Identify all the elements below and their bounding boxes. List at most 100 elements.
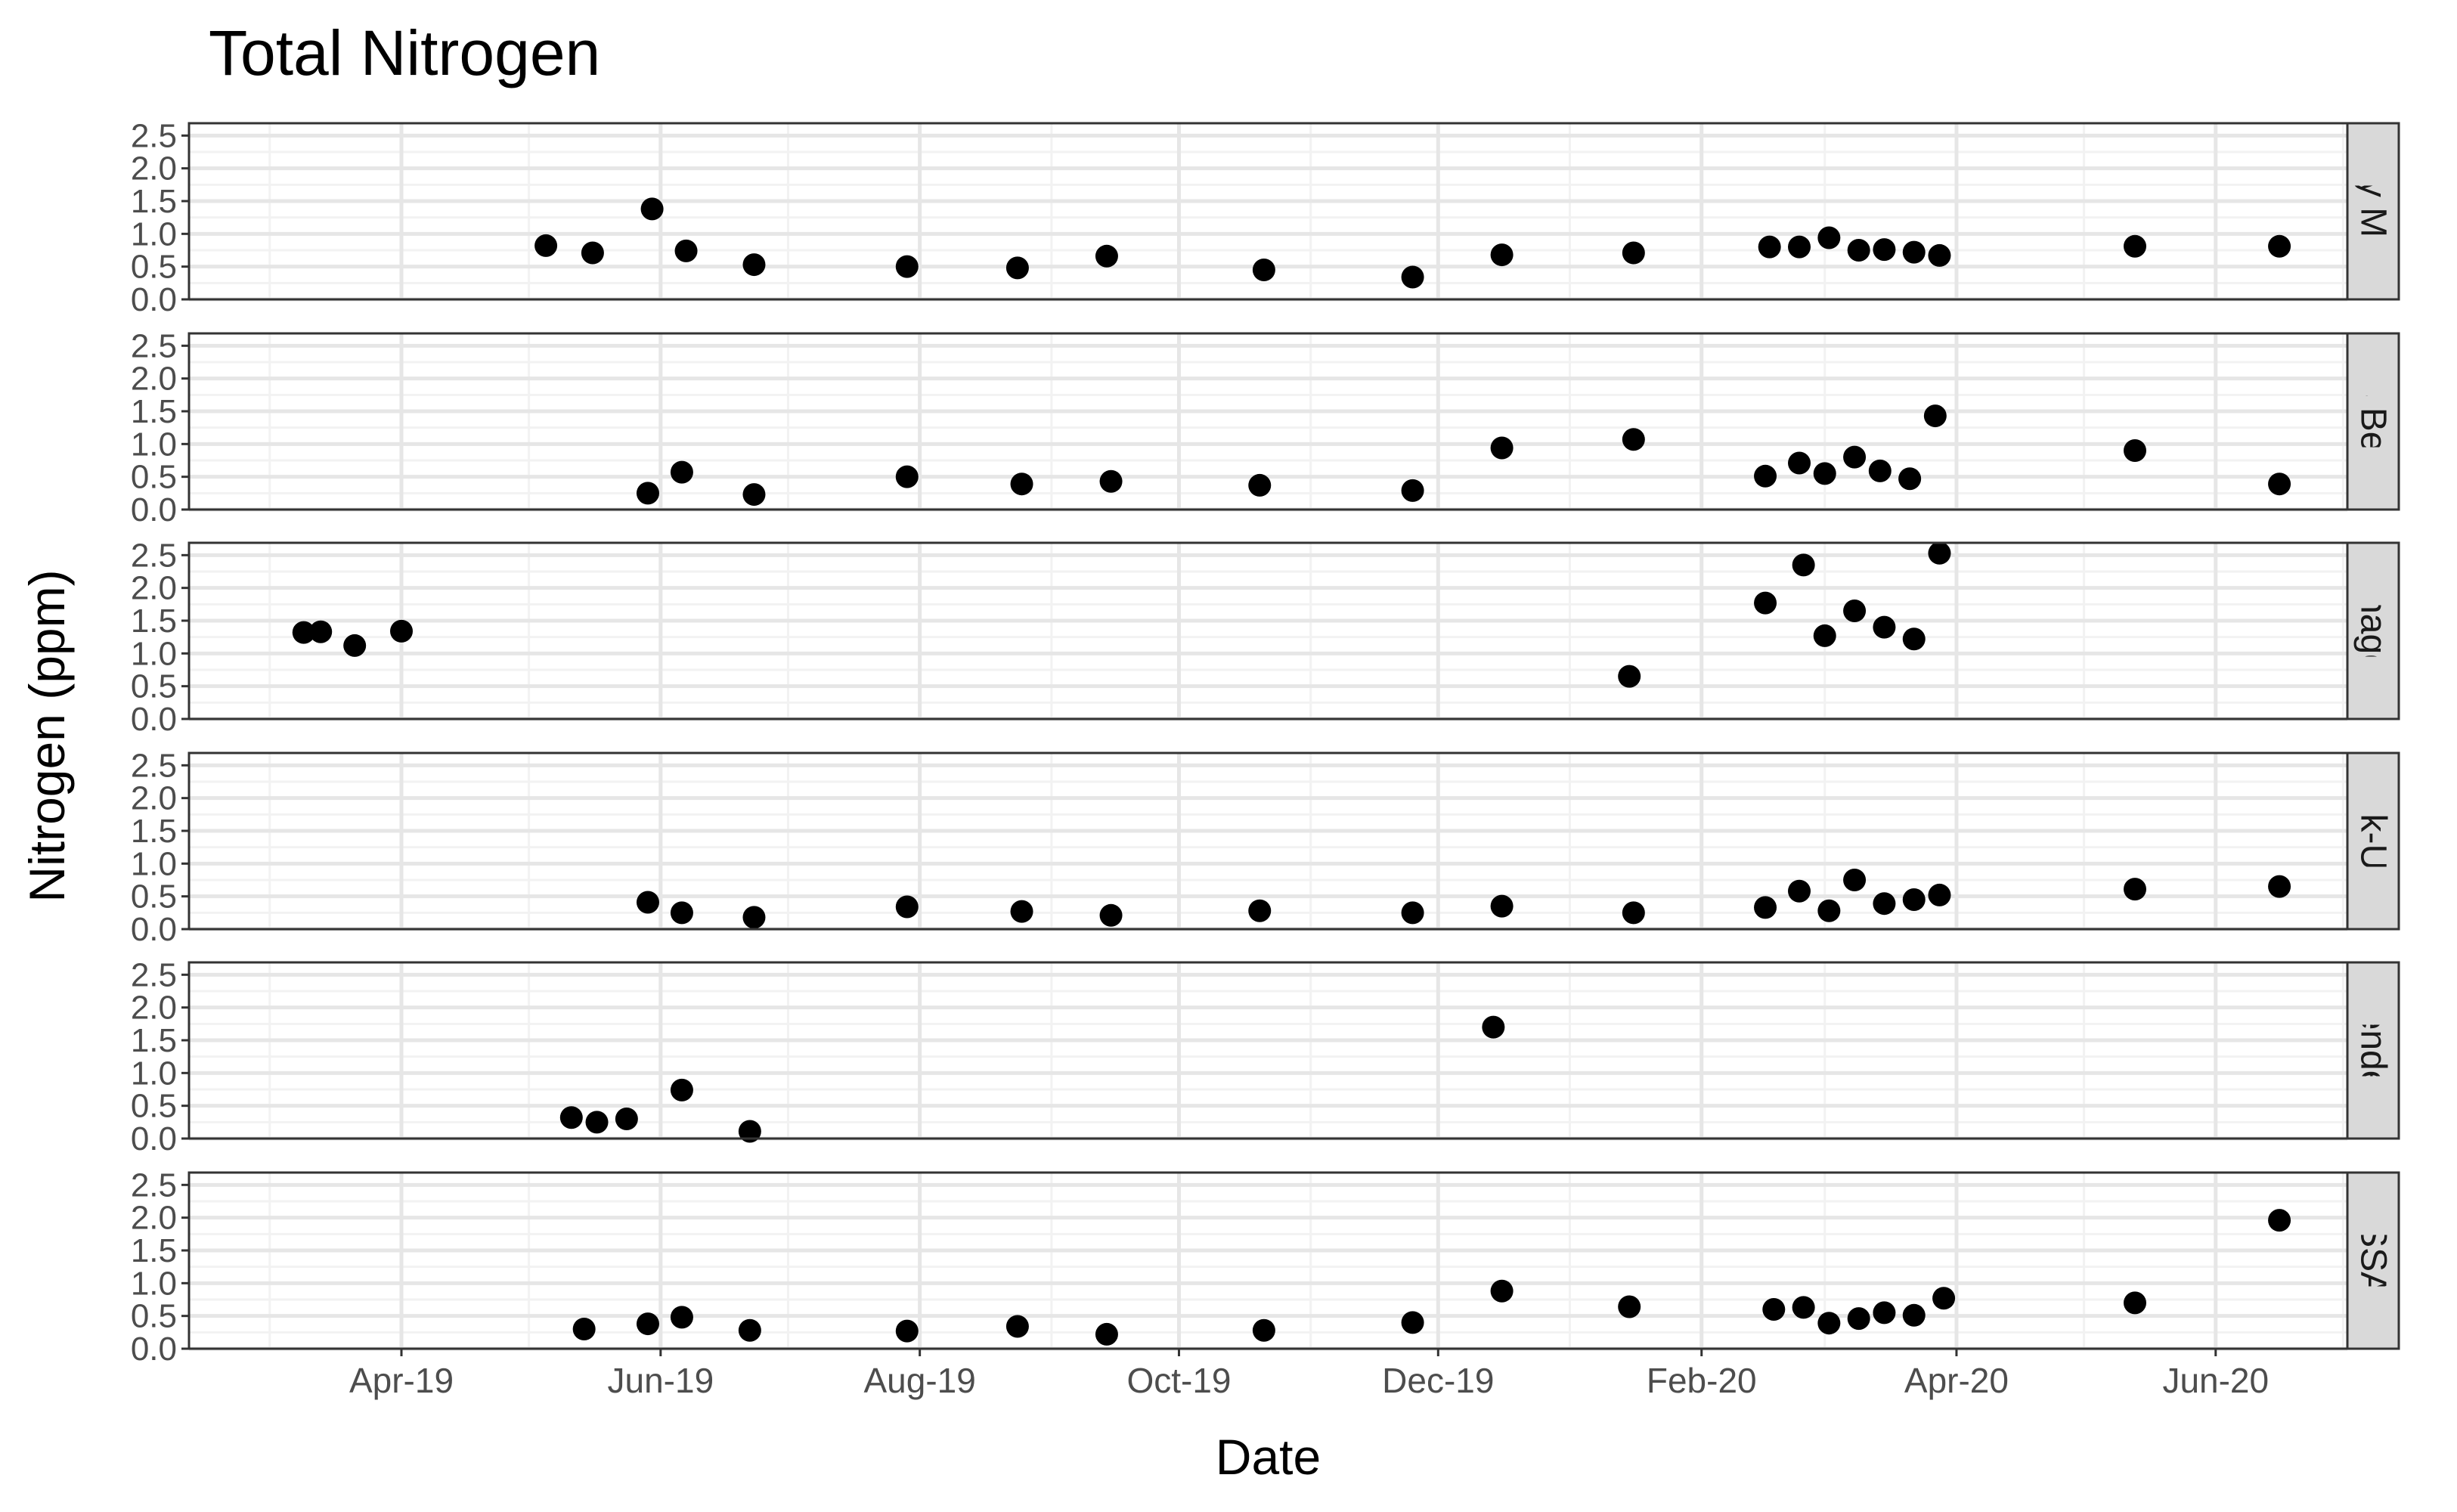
facet-panel-3: 0.00.51.01.52.02.5 Klok-USR <box>131 747 2400 948</box>
y-tick-label: 2.0 <box>131 780 177 817</box>
y-tick-label: 1.5 <box>131 1232 177 1269</box>
facet-label: XSSAC <box>2353 1199 2393 1322</box>
y-tick-label: 2.5 <box>131 327 177 364</box>
data-point <box>742 906 766 929</box>
facet-panel-1: 0.00.51.01.52.02.5 Cos Beach <box>131 327 2400 528</box>
data-point <box>2268 875 2291 898</box>
data-point <box>1622 428 1645 451</box>
data-point <box>895 255 919 278</box>
data-point <box>1095 1322 1118 1346</box>
y-tick-label: 0.5 <box>131 878 177 916</box>
data-point <box>1788 879 1811 903</box>
data-point <box>572 1318 596 1340</box>
data-point <box>1902 1303 1926 1327</box>
data-point <box>2268 234 2291 258</box>
data-point <box>1873 1301 1896 1325</box>
data-point <box>1928 541 1951 565</box>
y-tick-label: 0.0 <box>131 491 177 528</box>
data-point <box>292 621 315 644</box>
data-point <box>1902 240 1926 264</box>
data-point <box>1813 624 1836 647</box>
facet-label: Klok-USR <box>2353 761 2393 921</box>
data-point <box>1873 615 1896 639</box>
data-point <box>1099 469 1123 493</box>
facet-strip <box>2346 332 2400 511</box>
data-point <box>1099 903 1123 927</box>
data-point <box>1902 888 1926 911</box>
y-tick-label: 1.0 <box>131 845 177 882</box>
data-point <box>534 234 558 257</box>
facet-panel-2: 0.00.51.01.52.02.5 Knaggs <box>131 537 2400 738</box>
data-point <box>1401 265 1424 289</box>
y-tick-label: 2.5 <box>131 1167 177 1204</box>
y-tick-label: 2.5 <box>131 117 177 154</box>
data-point <box>1005 1315 1029 1338</box>
data-point <box>1248 899 1272 922</box>
data-point <box>559 1106 583 1129</box>
y-tick-label: 1.0 <box>131 1055 177 1092</box>
data-point <box>1758 235 1781 259</box>
data-point <box>581 241 604 265</box>
facet-strip <box>2346 1171 2400 1350</box>
data-point <box>1843 600 1867 622</box>
data-point <box>2123 878 2146 901</box>
data-point <box>1843 869 1867 891</box>
chart-title: Total Nitrogen <box>209 17 601 88</box>
data-point <box>1490 243 1514 267</box>
x-tick-label: Dec-19 <box>1382 1361 1494 1400</box>
y-tick-label: 1.0 <box>131 635 177 672</box>
data-point <box>895 895 919 919</box>
y-tick-label: 0.5 <box>131 1088 177 1125</box>
y-tick-label: 1.0 <box>131 1265 177 1302</box>
x-tick-label: Oct-19 <box>1126 1361 1231 1400</box>
data-point <box>1868 459 1892 482</box>
data-point <box>1622 901 1645 925</box>
y-tick-label: 2.0 <box>131 1200 177 1237</box>
data-point <box>1792 1296 1815 1319</box>
data-point <box>1490 436 1514 460</box>
data-point <box>742 253 766 277</box>
y-tick-label: 1.5 <box>131 1022 177 1059</box>
data-point <box>636 891 659 914</box>
data-point <box>2268 472 2291 496</box>
data-point <box>1788 451 1811 475</box>
data-point <box>1928 243 1951 267</box>
facet-label: Cos Beach <box>2353 333 2393 510</box>
data-point <box>1754 896 1777 919</box>
y-tick-label: 1.0 <box>131 426 177 463</box>
data-point <box>1010 900 1033 923</box>
data-point <box>1252 259 1275 281</box>
data-point <box>1932 1287 1956 1310</box>
data-point <box>1843 445 1867 469</box>
y-tick-label: 2.0 <box>131 150 177 187</box>
data-point <box>1817 1312 1841 1335</box>
y-tick-label: 2.0 <box>131 990 177 1027</box>
y-tick-label: 0.5 <box>131 1298 177 1335</box>
x-axis-title: Date <box>1216 1429 1321 1485</box>
data-point <box>2268 1209 2291 1232</box>
y-tick-label: 1.5 <box>131 393 177 430</box>
y-tick-label: 0.0 <box>131 281 177 318</box>
data-point <box>640 197 664 221</box>
data-point <box>895 1319 919 1343</box>
y-tick-label: 1.5 <box>131 603 177 640</box>
data-point <box>1817 226 1841 249</box>
data-point <box>2123 234 2146 258</box>
data-point <box>1792 553 1815 577</box>
data-point <box>1490 894 1514 918</box>
facet-panel-5: 0.00.51.01.52.02.5 XSSAC <box>131 1167 2400 1368</box>
x-tick-label: Jun-20 <box>2162 1361 2269 1400</box>
data-point <box>636 1312 659 1336</box>
data-point <box>390 619 414 643</box>
data-point <box>670 460 693 484</box>
y-tick-label: 2.5 <box>131 956 177 993</box>
data-point <box>674 239 698 262</box>
facet-panel-0: 0.00.51.01.52.02.5 Baby Marsh <box>131 117 2400 318</box>
data-point <box>2123 439 2146 462</box>
data-point <box>1762 1298 1786 1321</box>
x-tick-label: Apr-19 <box>349 1361 454 1400</box>
data-point <box>1618 1295 1641 1318</box>
data-point <box>1095 244 1118 268</box>
y-tick-label: 1.5 <box>131 813 177 850</box>
